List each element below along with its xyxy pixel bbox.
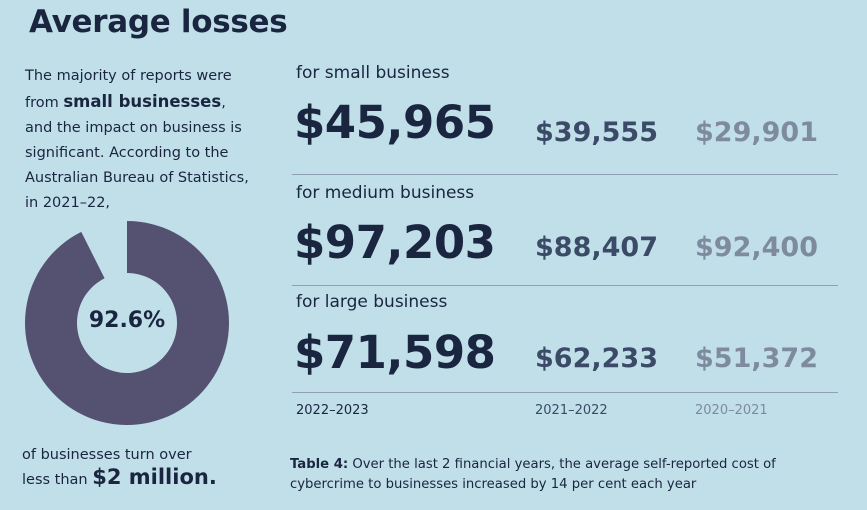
page-title: Average losses bbox=[29, 4, 288, 40]
divider-3 bbox=[292, 392, 838, 393]
value-small-2021: $29,901 bbox=[695, 117, 818, 148]
intro-highlight: small businesses bbox=[63, 92, 222, 111]
section-label-large: for large business bbox=[296, 292, 448, 312]
value-large-2023: $71,598 bbox=[294, 326, 496, 379]
year-label-2021: 2020–2021 bbox=[695, 403, 768, 418]
intro-line-2-pre: from bbox=[25, 95, 64, 111]
intro-line-2-post: , bbox=[221, 95, 226, 111]
value-large-2021: $51,372 bbox=[695, 343, 818, 374]
value-medium-2021: $92,400 bbox=[695, 232, 818, 263]
divider-1 bbox=[292, 174, 838, 175]
year-label-2023: 2022–2023 bbox=[296, 403, 369, 418]
year-label-2022: 2021–2022 bbox=[535, 403, 608, 418]
value-small-2022: $39,555 bbox=[535, 117, 658, 148]
caption-text: Over the last 2 financial years, the ave… bbox=[290, 457, 776, 492]
divider-2 bbox=[292, 285, 838, 286]
value-medium-2022: $88,407 bbox=[535, 232, 658, 263]
bottom-note-line-2-pre: less than bbox=[22, 472, 93, 488]
bottom-note-highlight: $2 million. bbox=[92, 465, 217, 489]
donut-chart: 92.6% bbox=[22, 218, 232, 428]
section-label-small: for small business bbox=[296, 63, 450, 83]
donut-percent-label: 92.6% bbox=[88, 308, 166, 333]
donut-svg bbox=[24, 221, 229, 425]
donut-arc bbox=[24, 221, 229, 425]
table-caption: Table 4: Over the last 2 financial years… bbox=[290, 455, 790, 495]
value-small-2023: $45,965 bbox=[294, 96, 496, 149]
bottom-note-line-1: of businesses turn over bbox=[22, 447, 192, 463]
value-large-2022: $62,233 bbox=[535, 343, 658, 374]
value-medium-2023: $97,203 bbox=[294, 216, 496, 269]
caption-label: Table 4: bbox=[290, 457, 349, 472]
intro-rest: and the impact on business is significan… bbox=[25, 120, 249, 211]
intro-line-1: The majority of reports were bbox=[25, 68, 232, 84]
bottom-note: of businesses turn over less than $2 mil… bbox=[22, 444, 272, 491]
section-label-medium: for medium business bbox=[296, 183, 475, 203]
intro-text: The majority of reports were from small … bbox=[25, 64, 257, 216]
